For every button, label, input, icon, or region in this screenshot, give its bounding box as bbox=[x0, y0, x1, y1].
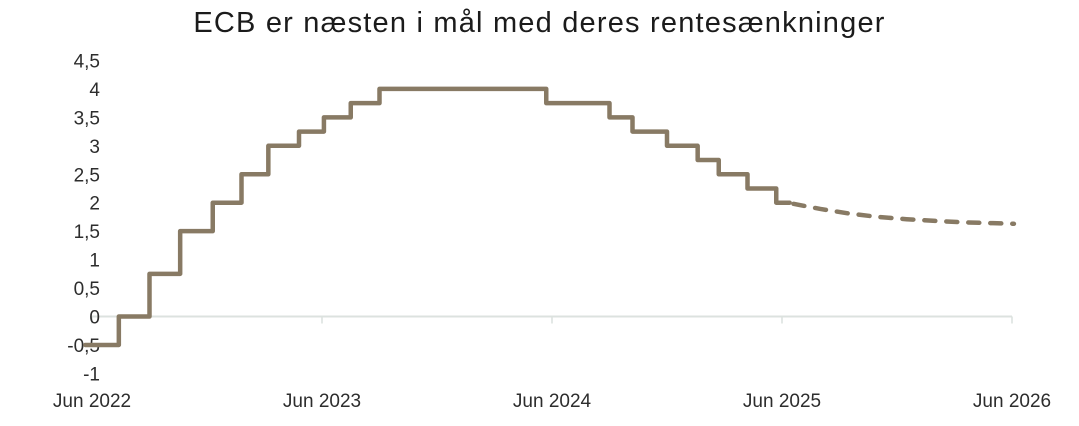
y-axis-tick-label: 2,5 bbox=[74, 165, 100, 186]
x-axis-tick-label: Jun 2022 bbox=[53, 391, 131, 412]
y-axis-tick-label: 0,5 bbox=[74, 279, 100, 300]
y-axis-tick-label: 1 bbox=[89, 251, 100, 272]
y-axis-tick-label: -1 bbox=[83, 364, 100, 385]
y-axis-tick-label: 1,5 bbox=[74, 222, 100, 243]
chart-title: ECB er næsten i mål med deres rentesænkn… bbox=[193, 7, 886, 39]
x-axis-tick-label: Jun 2023 bbox=[283, 391, 361, 412]
y-axis-tick-label: 4 bbox=[89, 80, 100, 101]
x-axis-tick-label: Jun 2024 bbox=[513, 391, 592, 412]
rate-line-historical bbox=[83, 86, 792, 348]
rate-line-forecast bbox=[791, 201, 1017, 227]
y-axis-tick-label: 3,5 bbox=[74, 108, 100, 129]
y-axis-tick-label: 4,5 bbox=[74, 51, 100, 72]
y-axis-tick-label: 0 bbox=[89, 308, 100, 329]
y-axis-tick-label: 3 bbox=[89, 137, 100, 158]
x-axis-tick-label: Jun 2026 bbox=[973, 391, 1051, 412]
y-axis-tick-label: 2 bbox=[89, 194, 100, 215]
x-axis-tick-label: Jun 2025 bbox=[743, 391, 821, 412]
